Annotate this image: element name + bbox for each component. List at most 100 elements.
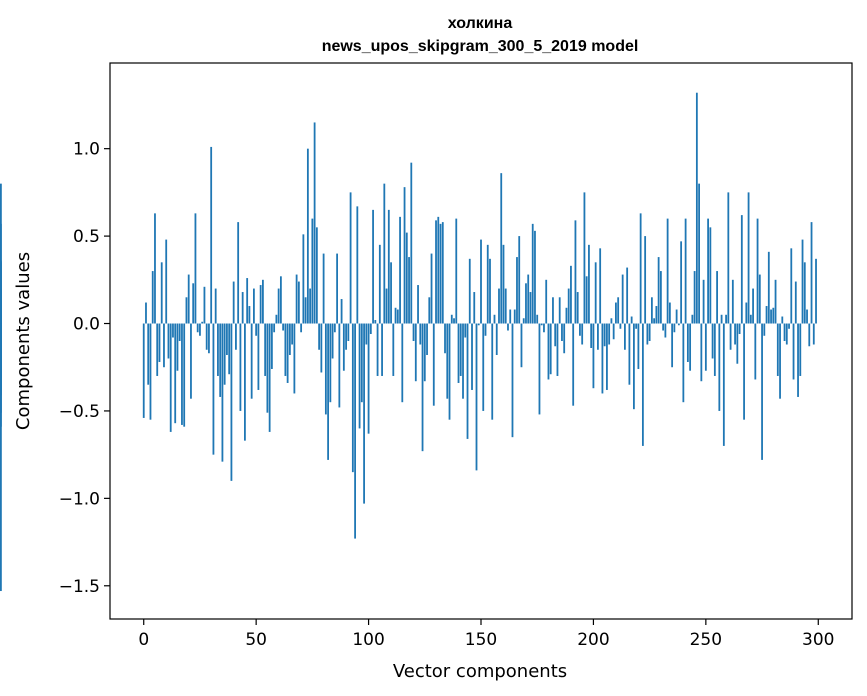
bar-0	[142, 323, 145, 418]
bar-6	[156, 323, 159, 376]
bar-73	[306, 148, 309, 324]
bar-33	[217, 323, 219, 376]
bar-128	[430, 253, 433, 324]
bar-191	[572, 323, 575, 406]
bar-183	[554, 323, 557, 347]
bar-107	[383, 183, 386, 324]
bar-175	[536, 314, 539, 324]
bar-23	[194, 213, 197, 324]
bar-174	[534, 230, 536, 324]
bar-15	[176, 323, 179, 371]
bar-91	[347, 323, 350, 341]
bar-196	[583, 192, 586, 324]
y-tick-label: 1.0	[73, 140, 100, 160]
bar-229	[657, 257, 660, 324]
bar-159	[500, 173, 503, 324]
bar-149	[477, 323, 480, 326]
bar-226	[650, 297, 653, 324]
bar-283	[779, 323, 781, 399]
bar-279	[770, 309, 772, 324]
bar-202	[597, 323, 599, 350]
bar-95	[356, 206, 359, 324]
bar-251	[707, 218, 709, 324]
bar-106	[381, 323, 383, 376]
bar-268	[745, 302, 748, 324]
x-tick-label: 200	[577, 630, 609, 650]
bar-230	[659, 271, 662, 324]
bar-45	[244, 323, 246, 441]
bar-152	[484, 323, 487, 336]
bar-43	[239, 323, 242, 411]
bar-239	[680, 241, 683, 324]
bar-212	[619, 323, 622, 329]
bar-49	[253, 288, 255, 324]
bar-278	[767, 251, 770, 324]
bar-127	[428, 297, 431, 324]
bar-39	[230, 323, 233, 481]
bar-241	[684, 218, 687, 324]
bar-144	[466, 323, 469, 439]
bar-19	[185, 297, 188, 324]
bar-200	[592, 323, 595, 389]
bar-231	[662, 323, 665, 331]
bar-244	[691, 314, 694, 324]
bar-94	[354, 323, 356, 539]
bar-65	[288, 323, 291, 355]
bar-181	[549, 323, 552, 375]
bar-38	[228, 323, 231, 375]
bar-190	[570, 265, 572, 324]
bar-150	[480, 239, 482, 324]
bar-5	[154, 213, 156, 324]
bar-285	[783, 323, 786, 341]
bar-41	[235, 323, 237, 350]
bar-113	[396, 309, 399, 324]
bar-136	[448, 323, 451, 420]
bar-234	[668, 302, 671, 324]
bar-79	[320, 323, 323, 373]
bar-1	[145, 302, 147, 324]
bar-194	[579, 323, 581, 336]
bar-57	[270, 323, 273, 369]
bar-60	[277, 288, 280, 324]
bar-167	[518, 236, 521, 324]
bar-179	[545, 279, 548, 324]
bar-137	[450, 314, 453, 324]
bar-12	[169, 323, 172, 432]
bar-168	[520, 323, 523, 368]
bar-61	[279, 276, 282, 324]
bar-297	[810, 222, 813, 324]
bar-145	[468, 258, 471, 324]
bar-148	[475, 323, 478, 471]
bar-201	[594, 262, 597, 324]
bar-253	[711, 323, 714, 359]
bar-272	[754, 323, 757, 380]
bar-270	[749, 314, 752, 324]
bar-177	[540, 323, 543, 326]
bar-115	[401, 323, 404, 403]
bar-51	[257, 323, 260, 390]
bar-260	[727, 192, 730, 324]
bar-274	[758, 274, 761, 324]
bar-311	[0, 183, 2, 324]
bar-195	[581, 323, 584, 345]
bar-249	[702, 279, 705, 324]
bar-8	[160, 262, 163, 324]
bar-147	[473, 292, 476, 324]
bar-86	[336, 253, 338, 324]
bar-92	[349, 192, 352, 324]
bar-158	[498, 288, 500, 324]
bar-218	[633, 323, 635, 410]
bar-123	[419, 323, 422, 345]
bar-111	[392, 323, 395, 376]
bar-26	[201, 321, 204, 324]
y-tick-label: 0.5	[73, 227, 100, 247]
bar-40	[232, 281, 235, 324]
bar-88	[340, 299, 343, 324]
bar-233	[666, 218, 669, 324]
bar-100	[367, 323, 370, 434]
bar-161	[504, 288, 507, 324]
bar-257	[720, 314, 723, 324]
bar-18	[183, 323, 186, 427]
bar-20	[187, 274, 190, 324]
bar-21	[190, 323, 192, 399]
